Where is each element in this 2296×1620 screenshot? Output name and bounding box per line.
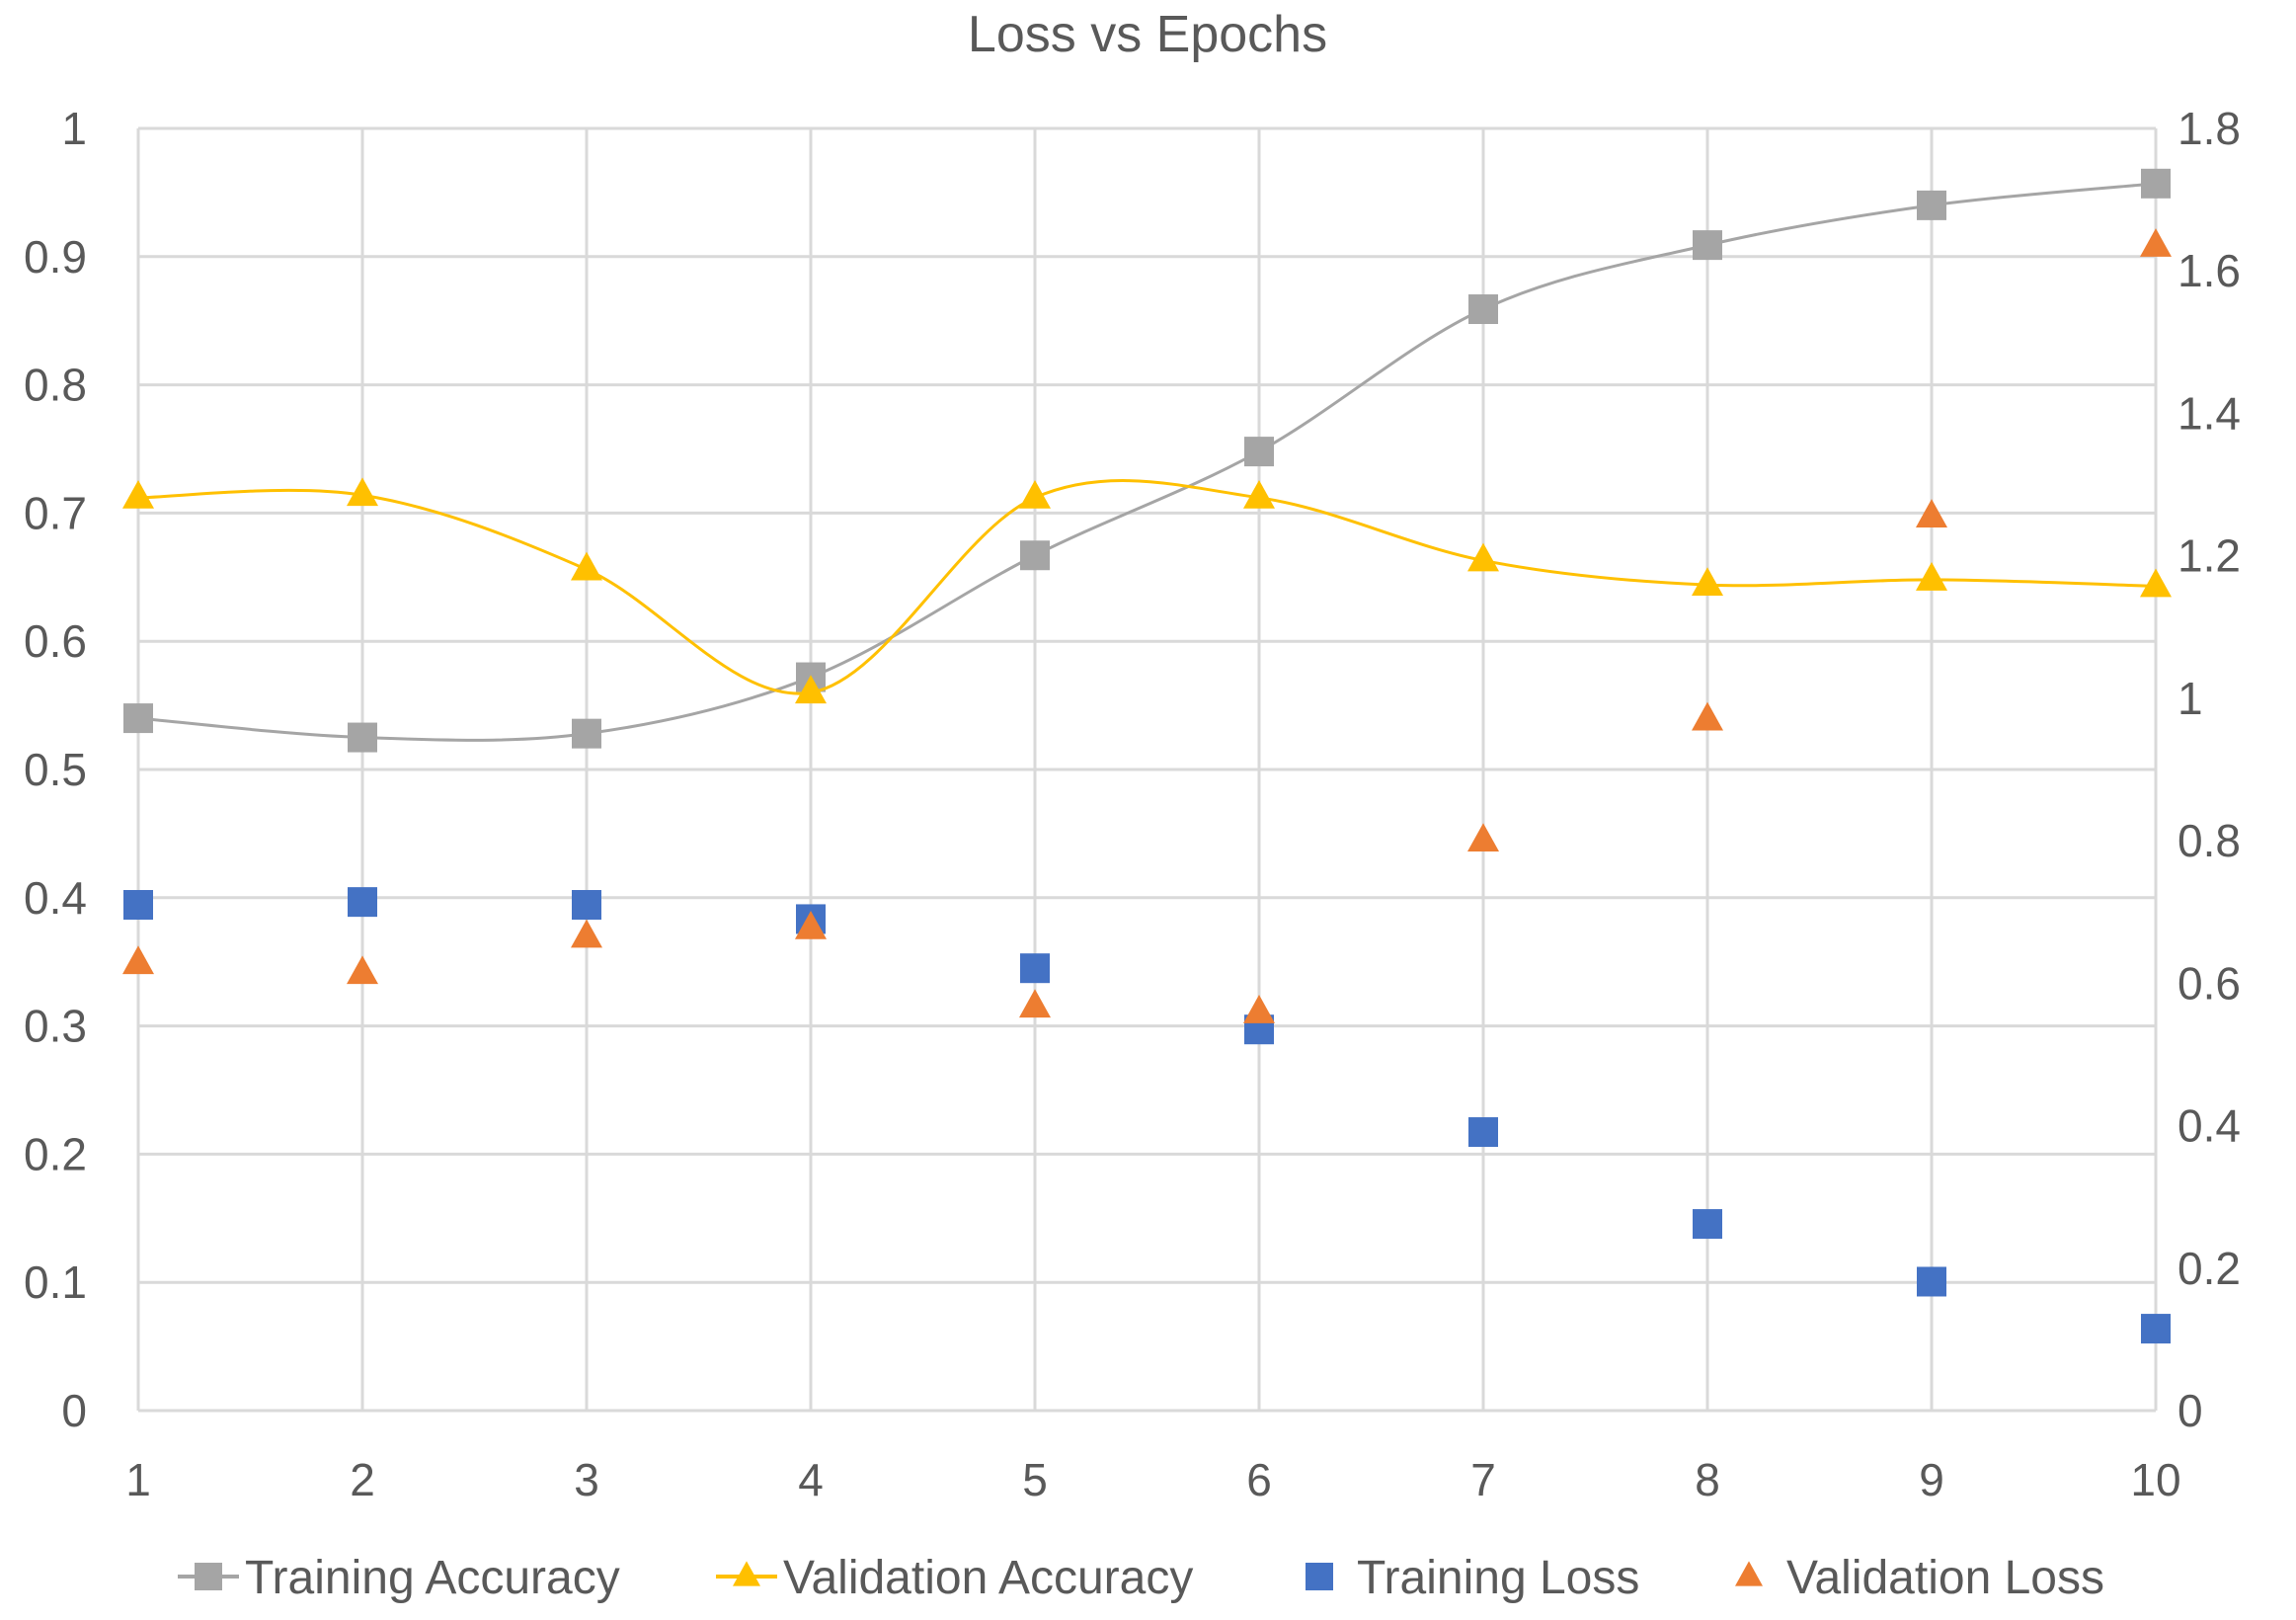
legend: Training Accuracy Validation Accuracy Trai… [178, 1552, 2104, 1604]
left-axis-tick-label: 0.3 [24, 1001, 87, 1052]
left-axis-tick-label: 0.1 [24, 1256, 87, 1308]
series-validation-loss [122, 228, 2172, 1023]
data-point-marker [347, 477, 378, 507]
data-point-marker [1693, 1209, 1722, 1240]
x-axis-tick-label: 6 [1246, 1454, 1272, 1505]
data-point-marker [1917, 190, 1946, 220]
data-point-marker [1468, 294, 1498, 325]
left-axis-tick-label: 0.4 [24, 872, 87, 924]
left-axis-tick-label: 0.5 [24, 744, 87, 795]
left-axis-tick-label: 0.9 [24, 231, 87, 283]
data-point-marker [572, 718, 601, 749]
legend-marker-swatch [733, 1561, 760, 1586]
data-point-marker [1467, 823, 1499, 852]
left-axis-tick-label: 1 [61, 103, 87, 154]
data-point-marker [1692, 701, 1723, 731]
right-axis-tick-label: 1 [2177, 673, 2203, 724]
right-axis-tick-label: 0.4 [2177, 1100, 2241, 1152]
data-point-marker [795, 910, 827, 939]
series-layer [122, 168, 2172, 1344]
data-point-marker [1468, 1117, 1498, 1148]
series-line [137, 182, 2157, 742]
series-training-loss [123, 887, 2171, 1344]
right-axis-tick-label: 1.6 [2177, 245, 2241, 296]
axis-layer: 00.10.20.30.40.50.60.70.80.9100.20.40.60… [24, 103, 2241, 1505]
data-point-marker [572, 890, 601, 921]
data-point-marker [1693, 230, 1722, 261]
data-point-marker [348, 887, 377, 918]
series-line [137, 479, 2157, 695]
data-point-marker [2140, 228, 2172, 257]
x-axis-tick-label: 7 [1470, 1454, 1496, 1505]
data-point-marker [123, 890, 153, 921]
grid-layer [136, 126, 2158, 1413]
x-axis-tick-label: 9 [1919, 1454, 1944, 1505]
legend-item: Training Loss [1306, 1552, 1639, 1604]
data-point-marker [2141, 168, 2171, 199]
legend-label: Training Loss [1357, 1552, 1639, 1604]
data-point-marker [123, 703, 153, 734]
left-axis-tick-label: 0.7 [24, 487, 87, 538]
right-axis-tick-label: 0.6 [2177, 957, 2241, 1009]
data-point-marker [795, 675, 827, 704]
left-axis-tick-label: 0.6 [24, 615, 87, 667]
x-axis-tick-label: 8 [1695, 1454, 1720, 1505]
data-point-marker [347, 955, 378, 985]
right-axis-tick-label: 1.8 [2177, 103, 2241, 154]
x-axis-tick-label: 5 [1022, 1454, 1048, 1505]
legend-item: Validation Accuracy [716, 1552, 1193, 1604]
left-axis-tick-label: 0.2 [24, 1128, 87, 1179]
legend-marker-swatch [1306, 1563, 1333, 1590]
series-validation-accuracy [122, 477, 2172, 704]
data-point-marker [1244, 437, 1274, 467]
series-training-accuracy [123, 168, 2171, 753]
right-axis-tick-label: 1.2 [2177, 530, 2241, 582]
data-point-marker [1243, 995, 1275, 1023]
data-point-marker [1916, 499, 1947, 527]
data-point-marker [571, 551, 602, 581]
data-point-marker [1917, 1266, 1946, 1297]
legend-label: Validation Loss [1786, 1552, 2104, 1604]
x-axis-tick-label: 2 [350, 1454, 375, 1505]
data-point-marker [122, 479, 154, 509]
legend-marker-swatch [1735, 1561, 1763, 1586]
chart-title: Loss vs Epochs [968, 6, 1327, 63]
x-axis-tick-label: 3 [574, 1454, 599, 1505]
x-axis-tick-label: 4 [798, 1454, 824, 1505]
data-point-marker [1916, 562, 1947, 591]
left-axis-tick-label: 0.8 [24, 360, 87, 411]
data-point-marker [1020, 953, 1050, 984]
right-axis-tick-label: 0 [2177, 1385, 2203, 1436]
right-axis-tick-label: 1.4 [2177, 387, 2241, 439]
legend-label: Validation Accuracy [783, 1552, 1193, 1604]
data-point-marker [2140, 568, 2172, 598]
data-point-marker [1243, 479, 1275, 509]
left-axis-tick-label: 0 [61, 1385, 87, 1436]
data-point-marker [1020, 540, 1050, 571]
data-point-marker [348, 722, 377, 753]
x-axis-tick-label: 1 [125, 1454, 151, 1505]
data-point-marker [122, 945, 154, 975]
data-point-marker [2141, 1314, 2171, 1344]
x-axis-tick-label: 10 [2130, 1454, 2180, 1505]
legend-item: Training Accuracy [178, 1552, 620, 1604]
right-axis-tick-label: 0.8 [2177, 815, 2241, 866]
data-point-marker [1467, 542, 1499, 572]
data-point-marker [571, 919, 602, 948]
data-point-marker [1692, 567, 1723, 597]
data-point-marker [1019, 989, 1051, 1018]
right-axis-tick-label: 0.2 [2177, 1243, 2241, 1294]
legend-marker-swatch [195, 1563, 222, 1590]
data-point-marker [1019, 479, 1051, 509]
legend-item: Validation Loss [1735, 1552, 2104, 1604]
legend-label: Training Accuracy [245, 1552, 620, 1604]
